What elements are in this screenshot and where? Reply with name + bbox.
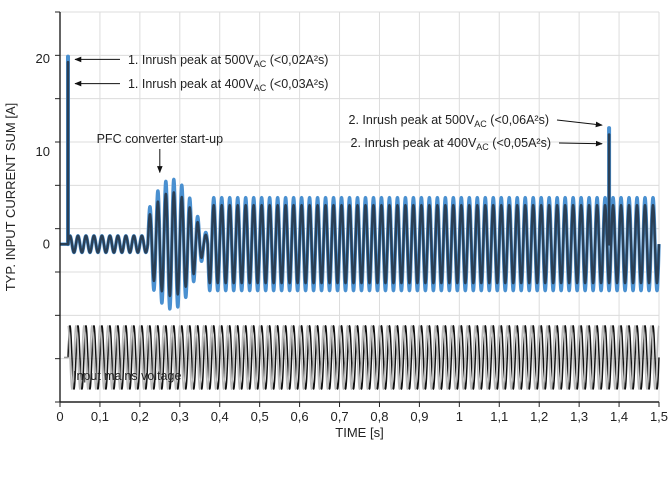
y-axis-title: TYP. INPUT CURRENT SUM [A] — [3, 103, 18, 292]
mains-voltage-label: Input mains voltage — [73, 369, 181, 383]
y-tick-label: 0 — [43, 237, 50, 252]
x-tick-label: 1 — [456, 409, 463, 424]
x-tick-label: 0,6 — [291, 409, 309, 424]
x-tick-label: 0,2 — [131, 409, 149, 424]
x-tick-label: 1,2 — [530, 409, 548, 424]
annotation-inrush1_400: 1. Inrush peak at 400VAC (<0,03A²s) — [128, 77, 328, 93]
x-tick-label: 1,5 — [650, 409, 668, 424]
x-tick-label: 0,7 — [330, 409, 348, 424]
annotation-arrow — [556, 119, 603, 128]
x-axis-title: TIME [s] — [335, 425, 383, 440]
ticks: 0 0,1 0,2 0,3 0,4 0,5 0,6 0,7 0,8 0,9 1 1,1 1,2 1,3 1,… — [36, 11, 668, 424]
x-tick-label: 1,1 — [490, 409, 508, 424]
x-tick-label: 0,5 — [251, 409, 269, 424]
annotation-inrush1_500: 1. Inrush peak at 500VAC (<0,02A²s) — [128, 53, 328, 69]
annotation-inrush2_400: 2. Inrush peak at 400VAC (<0,05A²s) — [351, 136, 551, 152]
mains-voltage-trace — [67, 324, 660, 391]
current-series-1 — [58, 191, 661, 298]
x-tick-label: 0,1 — [91, 409, 109, 424]
axes — [59, 12, 659, 403]
x-tick-label: 0,9 — [410, 409, 428, 424]
x-tick-label: 1,3 — [570, 409, 588, 424]
annotation-pfc: PFC converter start-up — [97, 132, 223, 146]
y-tick-label: 20 — [36, 51, 50, 66]
x-tick-label: 0 — [56, 409, 63, 424]
annotations: 1. Inrush peak at 500VAC (<0,02A²s) 1. In… — [74, 53, 603, 174]
annotation-inrush2_500: 2. Inrush peak at 500VAC (<0,06A²s) — [349, 113, 549, 129]
x-tick-label: 0,4 — [211, 409, 229, 424]
annotation-arrow — [558, 140, 603, 147]
y-tick-label: 10 — [36, 144, 50, 159]
x-tick-label: 0,3 — [171, 409, 189, 424]
x-tick-label: 0,8 — [370, 409, 388, 424]
waveforms — [58, 54, 661, 391]
x-tick-label: 1,4 — [610, 409, 628, 424]
